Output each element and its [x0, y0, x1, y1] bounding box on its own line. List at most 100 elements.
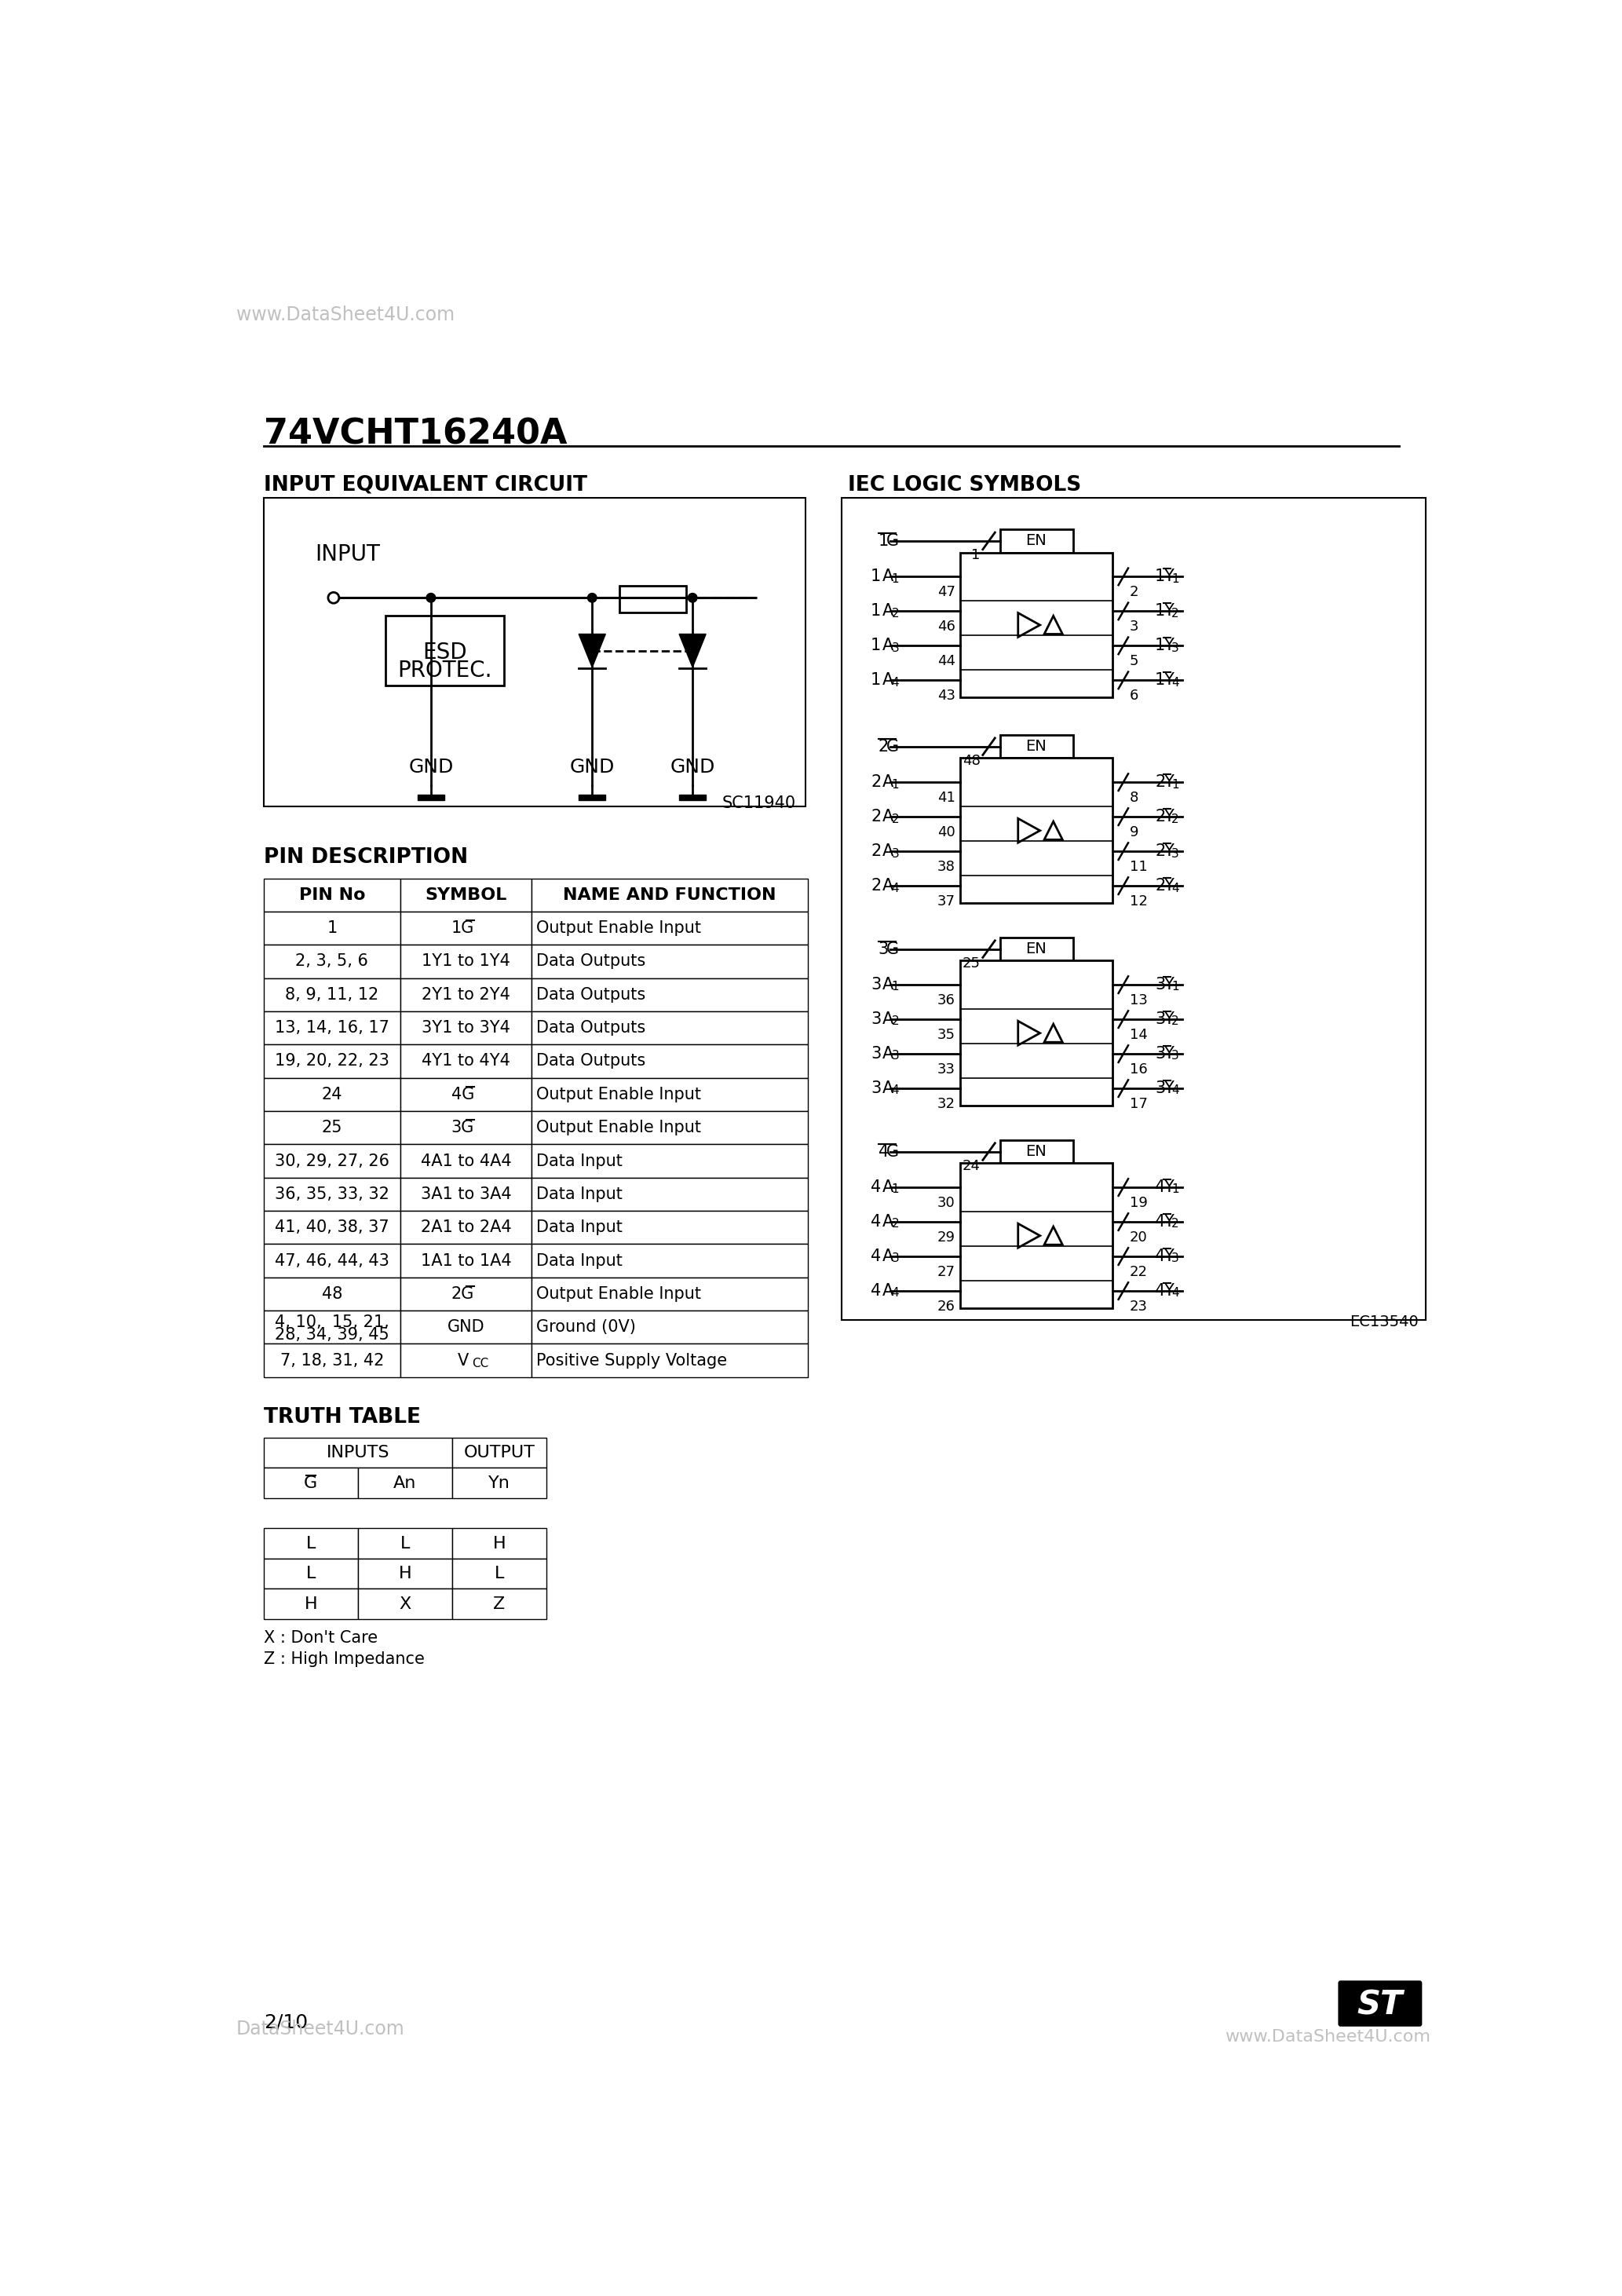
- Text: 29: 29: [938, 1231, 955, 1244]
- FancyBboxPatch shape: [1338, 1981, 1422, 2027]
- Text: A: A: [882, 673, 894, 689]
- Text: 1: 1: [1155, 569, 1165, 585]
- Text: 11: 11: [1129, 859, 1147, 875]
- Bar: [453, 1529, 547, 1559]
- Bar: [401, 1277, 532, 1311]
- Text: 4G: 4G: [451, 1086, 474, 1102]
- Bar: [401, 946, 532, 978]
- Bar: [358, 1467, 453, 1497]
- Text: 3: 3: [1171, 643, 1179, 654]
- Bar: [401, 1077, 532, 1111]
- Text: 3: 3: [1171, 847, 1179, 859]
- Text: 19: 19: [1129, 1196, 1147, 1210]
- Text: G: G: [887, 739, 899, 755]
- Text: Y: Y: [1163, 1215, 1174, 1231]
- Text: 2: 2: [878, 739, 889, 755]
- Bar: [532, 1277, 808, 1311]
- Text: 37: 37: [938, 895, 955, 909]
- Text: 30: 30: [938, 1196, 955, 1210]
- Text: 1A1 to 1A4: 1A1 to 1A4: [420, 1254, 511, 1270]
- Text: 3: 3: [892, 847, 899, 859]
- Text: 2: 2: [1155, 774, 1165, 790]
- Bar: [532, 879, 808, 912]
- Text: 16: 16: [1129, 1063, 1147, 1077]
- Text: 3G: 3G: [451, 1120, 474, 1137]
- Text: GND: GND: [569, 758, 615, 776]
- Bar: [264, 1111, 401, 1143]
- Text: A: A: [882, 1215, 894, 1231]
- Text: OUTPUT: OUTPUT: [464, 1444, 535, 1460]
- Bar: [532, 1178, 808, 1210]
- Bar: [842, 498, 1426, 1320]
- Text: 4: 4: [1155, 1283, 1165, 1300]
- Text: EN: EN: [1025, 941, 1046, 957]
- Bar: [960, 553, 1113, 698]
- Text: A: A: [882, 638, 894, 654]
- Text: Yn: Yn: [488, 1474, 511, 1490]
- Text: 1: 1: [972, 549, 980, 563]
- Text: 30, 29, 27, 26: 30, 29, 27, 26: [274, 1153, 389, 1169]
- Text: 4: 4: [892, 1084, 899, 1097]
- Text: 36: 36: [938, 994, 955, 1008]
- Text: 9: 9: [1129, 824, 1139, 840]
- Text: Y: Y: [1163, 808, 1174, 824]
- Text: 3: 3: [892, 643, 899, 654]
- Bar: [401, 1111, 532, 1143]
- Text: H: H: [493, 1536, 506, 1552]
- Text: Output Enable Input: Output Enable Input: [537, 1286, 701, 1302]
- Text: 41: 41: [938, 790, 955, 806]
- Bar: [532, 1343, 808, 1378]
- Bar: [532, 1010, 808, 1045]
- Bar: [401, 1244, 532, 1277]
- Text: 1: 1: [892, 1185, 899, 1196]
- Text: 1: 1: [328, 921, 337, 937]
- Text: Y: Y: [1163, 1180, 1174, 1196]
- Text: V: V: [457, 1352, 469, 1368]
- Bar: [264, 498, 805, 806]
- Text: 20: 20: [1129, 1231, 1147, 1244]
- Bar: [386, 615, 504, 687]
- Text: H: H: [305, 1596, 318, 1612]
- Bar: [999, 937, 1072, 960]
- Text: 26: 26: [938, 1300, 955, 1313]
- Bar: [453, 1467, 547, 1497]
- Bar: [532, 946, 808, 978]
- Bar: [999, 530, 1072, 553]
- Text: SC11940: SC11940: [722, 794, 796, 810]
- Text: 48: 48: [321, 1286, 342, 1302]
- Bar: [453, 1589, 547, 1619]
- Text: Data Outputs: Data Outputs: [537, 987, 646, 1003]
- Text: 4: 4: [892, 1288, 899, 1300]
- Bar: [401, 978, 532, 1010]
- Text: 1G: 1G: [451, 921, 474, 937]
- Text: Data Outputs: Data Outputs: [537, 1054, 646, 1070]
- Bar: [264, 912, 401, 946]
- Bar: [264, 1589, 358, 1619]
- Text: ST: ST: [1358, 1988, 1403, 2020]
- Bar: [264, 946, 401, 978]
- Text: 4A1 to 4A4: 4A1 to 4A4: [420, 1153, 511, 1169]
- Text: Z : High Impedance: Z : High Impedance: [264, 1651, 425, 1667]
- Text: L: L: [401, 1536, 410, 1552]
- Text: 2: 2: [1155, 808, 1165, 824]
- Text: 4, 10,  15, 21,: 4, 10, 15, 21,: [274, 1313, 389, 1329]
- Text: 44: 44: [938, 654, 955, 668]
- Text: 14: 14: [1129, 1029, 1147, 1042]
- Text: 1: 1: [1155, 673, 1165, 689]
- Text: 2: 2: [892, 608, 899, 620]
- Text: 32: 32: [938, 1097, 955, 1111]
- Text: GND: GND: [409, 758, 454, 776]
- Text: 1: 1: [1171, 574, 1179, 585]
- Text: A: A: [882, 1013, 894, 1026]
- Text: L: L: [307, 1566, 316, 1582]
- Bar: [264, 1467, 358, 1497]
- Text: 3: 3: [871, 976, 881, 992]
- Text: EN: EN: [1025, 1143, 1046, 1159]
- Text: TRUTH TABLE: TRUTH TABLE: [264, 1407, 420, 1428]
- Text: 3: 3: [1155, 1047, 1165, 1061]
- Text: PIN DESCRIPTION: PIN DESCRIPTION: [264, 847, 467, 868]
- Text: 2: 2: [871, 843, 881, 859]
- Text: EN: EN: [1025, 533, 1046, 549]
- Text: 38: 38: [938, 859, 955, 875]
- Text: 3: 3: [1155, 1081, 1165, 1095]
